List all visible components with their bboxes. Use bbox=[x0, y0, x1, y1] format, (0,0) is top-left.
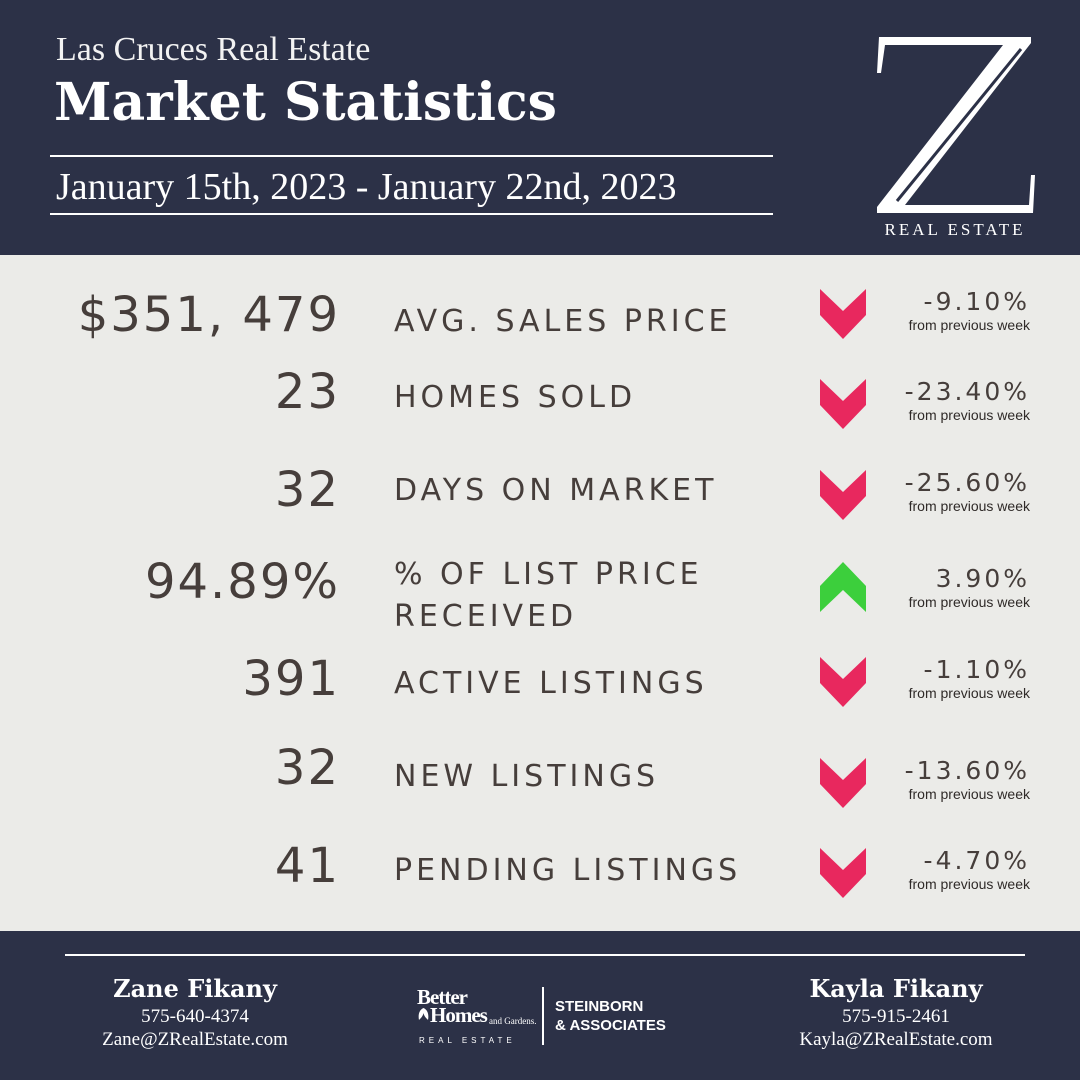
agent-card-zane: Zane Fikany 575-640-4374 Zane@ZRealEstat… bbox=[55, 973, 335, 1051]
chevron-down-icon bbox=[820, 470, 866, 520]
divider-top bbox=[50, 155, 773, 157]
stat-change: -23.40% bbox=[904, 377, 1030, 406]
leaf-icon bbox=[418, 1008, 429, 1020]
brand-line-better: Better bbox=[417, 985, 468, 1009]
logo-tagline: REAL ESTATE bbox=[884, 220, 1026, 239]
stat-change: -4.70% bbox=[923, 846, 1030, 875]
stat-value: 32 bbox=[274, 740, 340, 796]
stat-change: -13.60% bbox=[904, 756, 1030, 785]
agent-phone[interactable]: 575-640-4374 bbox=[141, 1006, 249, 1027]
stat-label: DAYS ON MARKET bbox=[394, 473, 718, 508]
agent-name: Zane Fikany bbox=[113, 974, 277, 1003]
chevron-down-icon bbox=[820, 657, 866, 707]
stat-label: % OF LIST PRICE RECEIVED bbox=[394, 557, 703, 634]
stat-value: 41 bbox=[274, 838, 340, 894]
stat-change-note: from previous week bbox=[908, 786, 1030, 802]
footer-divider bbox=[65, 954, 1025, 956]
stat-value: 94.89% bbox=[144, 554, 340, 610]
stat-change-note: from previous week bbox=[908, 876, 1030, 892]
stat-change: -25.60% bbox=[904, 468, 1030, 497]
agent-phone[interactable]: 575-915-2461 bbox=[842, 1006, 950, 1027]
header-banner: Las Cruces Real Estate Market Statistics… bbox=[0, 0, 1080, 255]
brand-divider bbox=[542, 987, 544, 1045]
chevron-down-icon bbox=[820, 758, 866, 808]
stat-value: $351, 479 bbox=[77, 287, 340, 343]
stat-change-note: from previous week bbox=[908, 594, 1030, 610]
brokerage-logo: Better Homes and Gardens. REAL ESTATE ST… bbox=[415, 983, 685, 1053]
agent-card-kayla: Kayla Fikany 575-915-2461 Kayla@ZRealEst… bbox=[756, 973, 1036, 1051]
date-range: January 15th, 2023 - January 22nd, 2023 bbox=[56, 166, 677, 208]
divider-bottom bbox=[50, 213, 773, 215]
stat-label: NEW LISTINGS bbox=[394, 759, 660, 794]
stat-change: 3.90% bbox=[935, 564, 1030, 593]
chevron-up-icon bbox=[820, 562, 866, 612]
chevron-down-icon bbox=[820, 848, 866, 898]
stat-change-note: from previous week bbox=[908, 498, 1030, 514]
z-logo-icon bbox=[877, 37, 1035, 213]
stat-value: 23 bbox=[274, 364, 340, 420]
stat-change-note: from previous week bbox=[908, 407, 1030, 423]
stat-label: ACTIVE LISTINGS bbox=[394, 666, 708, 701]
footer-banner: Zane Fikany 575-640-4374 Zane@ZRealEstat… bbox=[0, 931, 1080, 1080]
stat-label: HOMES SOLD bbox=[394, 380, 637, 415]
stat-change: -9.10% bbox=[923, 287, 1030, 316]
stat-change: -1.10% bbox=[923, 655, 1030, 684]
brand-line-homes: Homes bbox=[430, 1003, 488, 1027]
page-title: Market Statistics bbox=[54, 72, 557, 133]
chevron-down-icon bbox=[820, 289, 866, 339]
agent-email[interactable]: Kayla@ZRealEstate.com bbox=[799, 1029, 993, 1050]
brand-line-real-estate: REAL ESTATE bbox=[419, 1036, 516, 1045]
stat-change-note: from previous week bbox=[908, 317, 1030, 333]
stat-value: 32 bbox=[274, 462, 340, 518]
agent-name: Kayla Fikany bbox=[809, 974, 983, 1003]
stat-value: 391 bbox=[242, 651, 340, 707]
header-subtitle: Las Cruces Real Estate bbox=[56, 31, 371, 68]
brand-partner-line1: STEINBORN bbox=[555, 998, 644, 1015]
chevron-down-icon bbox=[820, 379, 866, 429]
brand-line-gardens: and Gardens. bbox=[489, 1016, 537, 1026]
brand-partner: STEINBORN & ASSOCIATES bbox=[555, 997, 666, 1035]
stat-label: PENDING LISTINGS bbox=[394, 853, 742, 888]
stat-label: AVG. SALES PRICE bbox=[394, 304, 732, 339]
agent-email[interactable]: Zane@ZRealEstate.com bbox=[102, 1029, 288, 1050]
stat-change-note: from previous week bbox=[908, 685, 1030, 701]
brand-partner-line2: & ASSOCIATES bbox=[555, 1017, 666, 1034]
